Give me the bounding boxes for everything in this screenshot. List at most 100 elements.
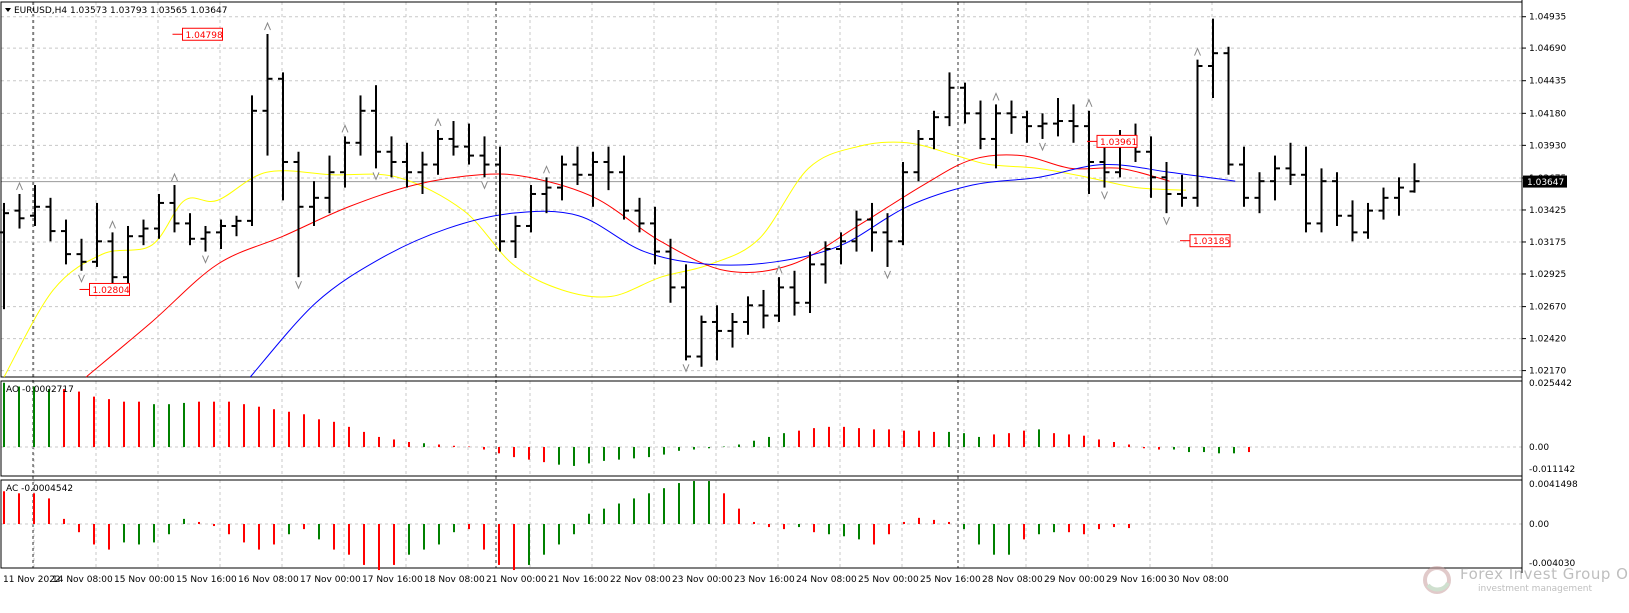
ohlc-bar (1068, 104, 1079, 143)
ohlc-bar (1223, 46, 1234, 175)
ohlc-bar (1316, 168, 1327, 233)
ohlc-bar (1239, 146, 1249, 207)
time-tick-label: 29 Nov 16:00 (1106, 575, 1167, 585)
ohlc-bar (386, 136, 397, 178)
ohlc-bar (1177, 174, 1187, 207)
ao-tick-label: -0.011142 (1529, 465, 1575, 475)
time-tick-label: 30 Nov 08:00 (1168, 575, 1229, 585)
ohlc-bar (541, 177, 552, 214)
time-tick-label: 17 Nov 00:00 (300, 575, 361, 585)
ohlc-bar (1301, 146, 1311, 233)
ao-header: AO -0.0002717 (6, 385, 74, 395)
ao-tick-label: 0.00 (1529, 443, 1549, 453)
price-tick-label: 1.03425 (1529, 206, 1566, 216)
time-tick-label: 28 Nov 08:00 (982, 575, 1043, 585)
ohlc-bar (154, 193, 164, 239)
ac-header: AC -0.0004542 (6, 484, 73, 494)
ohlc-bar (913, 129, 924, 182)
ohlc-bar (433, 129, 443, 175)
ohlc-bar (743, 296, 753, 335)
ohlc-bar (1146, 136, 1156, 198)
ohlc-bar (650, 206, 660, 265)
fractal-down-icon (1101, 191, 1108, 200)
ohlc-bar (712, 305, 722, 361)
ohlc-bar (975, 100, 986, 150)
ohlc-bar (867, 202, 877, 252)
ohlc-bar (758, 289, 769, 329)
forex-invest-logo-icon (1423, 566, 1451, 594)
time-tick-label: 18 Nov 08:00 (424, 575, 485, 585)
ohlc-bar (1363, 202, 1373, 239)
ohlc-bar (402, 142, 412, 188)
ohlc-bar (836, 232, 846, 265)
panel-frame (0, 1, 1523, 378)
ohlc-bar (1192, 59, 1203, 207)
ohlc-bar (789, 270, 800, 316)
fractal-up-icon (341, 124, 349, 133)
ohlc-bar (603, 146, 614, 191)
watermark-subtitle: investment management (1478, 584, 1592, 594)
ohlc-bar (1006, 100, 1017, 134)
ma-blue-line (249, 163, 1236, 378)
time-tick-label: 23 Nov 16:00 (734, 575, 795, 585)
price-tick-label: 1.04690 (1529, 44, 1566, 54)
ohlc-bar (340, 136, 350, 188)
time-tick-label: 21 Nov 16:00 (548, 575, 609, 585)
ohlc-bar (92, 202, 102, 267)
ohlc-bar (278, 72, 288, 201)
ohlc-bar (526, 185, 536, 233)
time-tick-label: 15 Nov 00:00 (114, 575, 175, 585)
price-tick-label: 1.03175 (1529, 238, 1566, 248)
ohlc-bar (0, 202, 9, 310)
fractal-down-icon (202, 255, 209, 264)
price-tick-label: 1.03930 (1529, 141, 1566, 151)
ohlc-bar (557, 155, 567, 201)
ohlc-bar (448, 121, 459, 156)
ohlc-bar (1409, 163, 1420, 193)
ac-histogram (3, 481, 1130, 571)
current-price-label: 1.03647 (1527, 178, 1564, 188)
fractal-up-icon (264, 21, 271, 31)
fractal-up-icon (171, 172, 178, 182)
fractal-down-icon (78, 274, 85, 284)
time-tick-label: 24 Nov 08:00 (796, 575, 857, 585)
time-tick-label: 11 Nov 2022 (3, 575, 61, 585)
ohlc-bar (820, 241, 831, 284)
watermark-name: Forex Invest Group OÜ (1460, 565, 1629, 583)
price-tick-label: 1.04180 (1529, 109, 1566, 119)
ohlc-bar (681, 264, 691, 361)
time-tick-label: 23 Nov 00:00 (672, 575, 733, 585)
ohlc-bar (355, 95, 366, 156)
ohlc-bar (107, 232, 118, 288)
symbol-dropdown-icon (5, 8, 11, 12)
fractal-label-text: 1.04798 (186, 31, 223, 41)
ohlc-bar (464, 123, 474, 165)
ohlc-bar (45, 197, 56, 242)
ohlc-bar (479, 136, 490, 178)
ohlc-bar (1022, 110, 1032, 143)
ohlc-bar (293, 151, 304, 278)
ohlc-bar (1208, 18, 1218, 98)
panel-headers: EURUSD,H4 1.03573 1.03793 1.03565 1.0364… (5, 6, 227, 494)
ohlc-bar (960, 82, 970, 124)
symbol-header: EURUSD,H4 1.03573 1.03793 1.03565 1.0364… (14, 6, 227, 16)
fractal-label-text: 1.03185 (1193, 237, 1230, 247)
fractal-markers (16, 21, 1201, 373)
ohlc-bar (944, 72, 955, 127)
ohlc-bar (200, 225, 211, 252)
price-tick-label: 1.04935 (1529, 13, 1566, 23)
ac-tick-label: 0.0041498 (1529, 480, 1578, 490)
price-bars (0, 18, 1420, 367)
ohlc-bar (30, 185, 40, 226)
price-tick-label: 1.02420 (1529, 335, 1566, 345)
ohlc-bar (495, 146, 505, 252)
fractal-up-icon (775, 264, 783, 274)
ohlc-bar (727, 313, 738, 348)
ohlc-bar (1084, 110, 1094, 194)
ohlc-bar (774, 277, 784, 322)
moving-averages (3, 141, 1236, 378)
ohlc-bar (1378, 187, 1389, 220)
ohlc-bar (1394, 177, 1404, 216)
ohlc-bar (634, 197, 645, 233)
